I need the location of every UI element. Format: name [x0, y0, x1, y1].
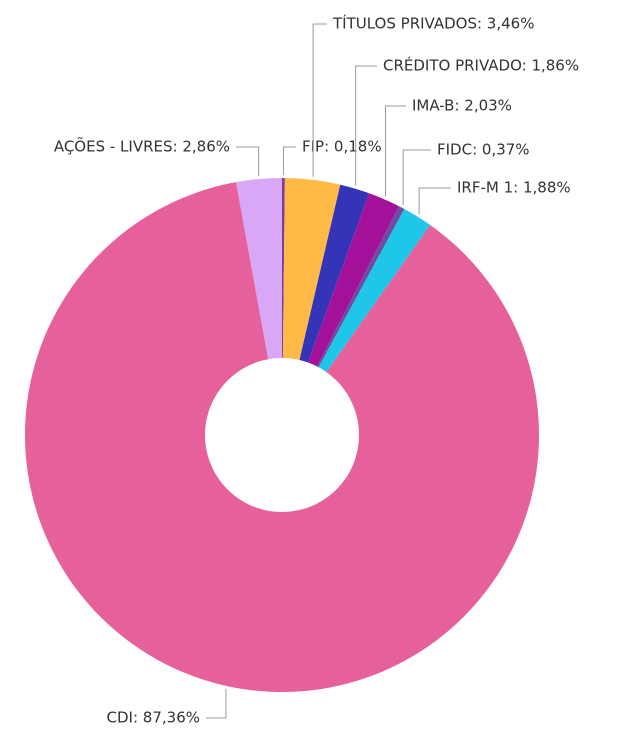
slice [24, 182, 539, 692]
slice [282, 178, 341, 361]
slice-label: IRF-M 1: 1,88% [457, 179, 571, 197]
slice [317, 206, 405, 368]
slice-label: TÍTULOS PRIVADOS: 3,46% [332, 14, 534, 33]
slice [282, 178, 285, 359]
leader-line [282, 146, 296, 176]
slice [308, 193, 400, 367]
leader-line [355, 65, 377, 186]
slice-label: CDI: 87,36% [107, 709, 200, 727]
slice [318, 209, 431, 373]
slice [299, 184, 370, 363]
slice-label: FIDC: 0,37% [437, 141, 530, 159]
slice-label: CRÉDITO PRIVADO: 1,86% [383, 56, 579, 75]
slice-label: IMA-B: 2,03% [412, 97, 512, 115]
leader-line [418, 187, 451, 215]
slice [236, 178, 282, 360]
slice-label: AÇÕES - LIVRES: 2,86% [54, 137, 230, 156]
leader-line [206, 688, 227, 719]
leader-line [236, 146, 260, 177]
leader-line [384, 105, 406, 197]
leader-line [312, 23, 327, 177]
slice-label: FIP: 0,18% [302, 138, 382, 156]
leader-line [402, 149, 431, 205]
